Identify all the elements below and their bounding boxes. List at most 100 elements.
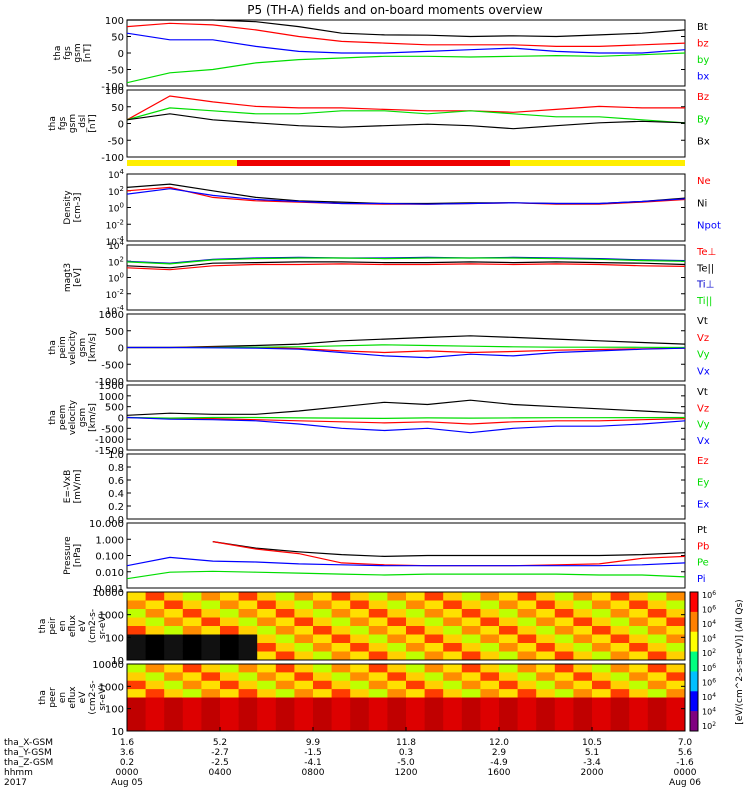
spectrogram-cell: [387, 626, 407, 635]
spectrogram-cell: [517, 626, 537, 635]
spectrogram-cell: [331, 609, 351, 618]
x-row-value: 5.2: [213, 738, 227, 748]
y-axis-label: tha peer en eflux eV (cm2-s-sr-eV): [38, 680, 108, 714]
spectrogram-cell: [592, 600, 612, 610]
spectrogram-cell: [554, 722, 574, 732]
spectrogram-cell: [647, 626, 667, 635]
spectrogram-cell: [368, 626, 388, 635]
spectrogram-cell: [127, 634, 147, 644]
spectrogram-cell: [424, 722, 444, 732]
spectrogram-cell: [294, 689, 314, 698]
spectrogram-cell: [554, 714, 574, 724]
x-row-value: 1200: [395, 768, 418, 778]
spectrogram-cell: [275, 600, 295, 610]
spectrogram-cell: [406, 697, 426, 707]
x-date-start: Aug 05: [111, 778, 143, 788]
spectrogram-cell: [145, 626, 165, 635]
spectrogram-cell: [461, 600, 481, 610]
spectrogram-cell: [164, 609, 184, 618]
spectrogram-cell: [610, 651, 630, 661]
spectrogram-cell: [610, 600, 630, 610]
x-row-label: hhmm: [4, 768, 33, 778]
y-tick-label: 0.100: [95, 552, 124, 563]
y-axis-label: tha fgs gsm [nT]: [53, 43, 93, 62]
spectrogram-cell: [592, 705, 612, 715]
spectrogram-cell: [313, 672, 333, 682]
y-label-line: (cm2-s-: [88, 609, 98, 643]
spectrogram-cell: [220, 689, 240, 698]
spectrogram-cell: [350, 664, 370, 673]
spectrogram-cell: [275, 643, 295, 652]
spectrogram-cell: [257, 664, 277, 673]
spectrogram-cell: [536, 664, 556, 673]
spectrogram-cell: [257, 697, 277, 707]
y-label-line: peer: [48, 687, 58, 708]
spectrogram-cell: [536, 634, 556, 644]
spectrogram-cell: [629, 600, 649, 610]
spectrogram-cell: [294, 722, 314, 732]
y-tick-label: 0.4: [108, 489, 124, 500]
spectrogram-cell: [406, 689, 426, 698]
series-line-Te⊥: [126, 263, 686, 271]
spectrogram-cell: [220, 722, 240, 732]
panel-frame: [126, 591, 686, 661]
y-axis-label: tha peem velocity gsm [km/s]: [48, 399, 98, 435]
series-line-Ti||: [126, 257, 686, 265]
spectrogram-cell: [629, 680, 649, 690]
spectrogram-cell: [592, 634, 612, 644]
spectrogram-cell: [350, 634, 370, 644]
spectrogram-cell: [666, 680, 686, 690]
y-label-line: sr-eV): [98, 613, 108, 639]
x-row-value: 11.8: [396, 738, 416, 748]
spectrogram-cell: [517, 600, 537, 610]
spectrogram-cell: [629, 592, 649, 601]
spectrogram-cell: [424, 680, 444, 690]
spectrogram-cell: [387, 672, 407, 682]
spectrogram-cell: [257, 592, 277, 601]
spectrogram-cell: [629, 705, 649, 715]
spectrogram-cell: [238, 664, 258, 673]
spectrogram-cell: [461, 651, 481, 661]
spectrogram-cell: [499, 672, 519, 682]
x-row-label: tha_Z-GSM: [4, 758, 53, 768]
spectrogram-cell: [331, 664, 351, 673]
colorbar-swatch: [690, 611, 698, 633]
spectrogram-cell: [238, 689, 258, 698]
spectrogram-cell: [220, 600, 240, 610]
x-row-value: 2.9: [492, 748, 507, 758]
spectrogram-cell: [313, 664, 333, 673]
panel-frame: [126, 244, 686, 311]
spectrogram-cell: [554, 617, 574, 627]
spectrogram-cell: [406, 643, 426, 652]
y-tick-label: -500: [101, 360, 124, 371]
y-tick-label: 102: [108, 255, 124, 268]
spectrogram-cell: [331, 722, 351, 732]
spectrogram-cell: [666, 722, 686, 732]
spectrogram-cell: [554, 705, 574, 715]
spectrogram-cell: [238, 617, 258, 627]
spectrogram-cell: [201, 634, 221, 644]
spectrogram-cell: [220, 672, 240, 682]
spectrogram-cell: [127, 697, 147, 707]
spectrogram-cell: [461, 680, 481, 690]
y-tick-label: 104: [108, 168, 124, 181]
spectrogram-cell: [313, 651, 333, 661]
series-line-By: [126, 107, 686, 124]
x-year: 2017: [4, 778, 27, 788]
spectrogram-cell: [145, 617, 165, 627]
colorbar: 106 106 104 104 102 106 106 104 104 102 [eV/(cm^2-…: [689, 590, 745, 732]
legend-entry: Pt: [697, 525, 707, 536]
legend-entry: Ez: [697, 456, 709, 467]
y-label-line: Density: [63, 190, 73, 225]
y-tick-label: 100: [105, 86, 124, 97]
spectrogram-cell: [406, 722, 426, 732]
y-label-line: eflux: [68, 614, 78, 637]
y-tick-label: 0.8: [108, 463, 124, 474]
spectrogram-cell: [443, 722, 463, 732]
spectrogram-cell: [145, 705, 165, 715]
y-label-line: fgs: [58, 116, 68, 130]
y-axis-label: tha peim velocity gsm [km/s]: [48, 329, 98, 365]
y-label-line: tha: [48, 116, 58, 131]
spectrogram-cell: [592, 664, 612, 673]
y-label-line: fgs: [63, 46, 73, 60]
